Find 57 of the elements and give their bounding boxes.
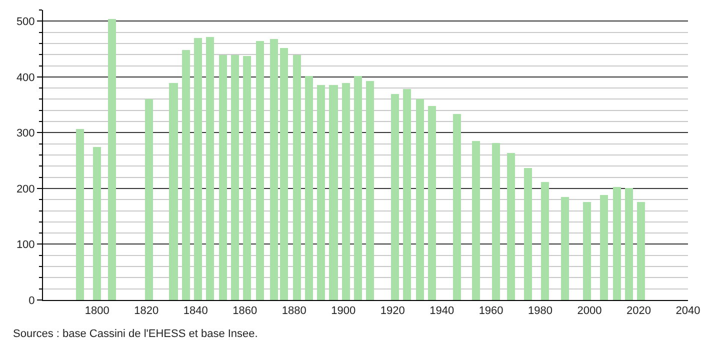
x-tick-label: 1880	[282, 305, 306, 318]
bar	[613, 187, 621, 300]
x-tick-label: 1800	[84, 305, 110, 318]
x-tick-label: 1900	[331, 305, 356, 318]
bar	[428, 106, 436, 300]
bar	[231, 55, 239, 300]
x-tick-label: 2000	[577, 305, 602, 318]
bar	[76, 129, 84, 300]
y-tick-label: 0	[28, 294, 35, 307]
bar	[256, 41, 264, 300]
bar	[182, 50, 190, 300]
bar	[342, 83, 350, 300]
bar	[583, 202, 591, 300]
bar	[403, 89, 411, 300]
bar	[305, 76, 313, 300]
bar	[453, 114, 461, 300]
bar	[169, 83, 178, 300]
bar	[354, 76, 362, 300]
bar	[391, 94, 399, 300]
x-tick-label: 1960	[478, 305, 504, 318]
bar	[541, 182, 549, 300]
y-tick-label: 500	[16, 16, 35, 28]
x-tick-label: 2020	[626, 305, 651, 318]
bar	[416, 99, 424, 300]
bar	[270, 39, 278, 300]
bar	[243, 56, 251, 300]
bar	[145, 99, 153, 300]
bar	[472, 141, 480, 300]
bar	[329, 85, 338, 300]
bar	[108, 19, 116, 300]
bar	[625, 188, 633, 300]
x-tick-label: 1860	[232, 305, 258, 318]
y-tick-label: 400	[16, 72, 35, 84]
source-note: Sources : base Cassini de l'EHESS et base Insee.	[13, 328, 258, 340]
bar	[206, 37, 214, 300]
y-tick-label: 100	[16, 239, 35, 252]
bar	[600, 195, 608, 300]
x-tick-label: 2040	[676, 305, 700, 318]
bar	[280, 48, 288, 300]
x-tick-label: 1920	[380, 305, 405, 318]
bar	[524, 168, 532, 300]
bar	[219, 55, 227, 300]
x-tick-label: 1820	[134, 305, 159, 318]
bar	[637, 202, 645, 300]
bar	[293, 55, 301, 300]
bar	[561, 197, 569, 300]
bar	[507, 153, 515, 300]
bar	[317, 85, 325, 300]
x-tick-label: 1940	[430, 305, 454, 318]
x-tick-label: 1840	[183, 305, 208, 318]
bar	[93, 147, 101, 300]
y-tick-label: 300	[16, 128, 35, 140]
bar	[194, 38, 202, 300]
x-tick-label: 1980	[528, 305, 553, 318]
bar	[366, 81, 374, 300]
y-tick-label: 200	[16, 183, 35, 196]
bar	[492, 143, 500, 300]
